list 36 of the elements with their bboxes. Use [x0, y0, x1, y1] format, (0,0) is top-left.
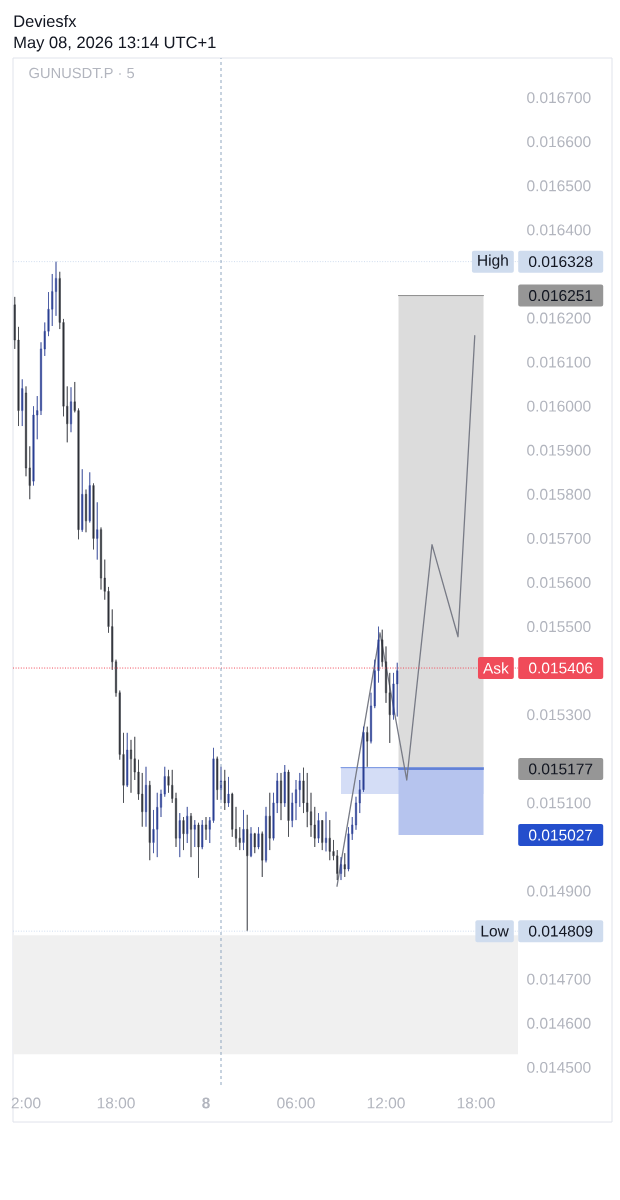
y-tick-label: 0.016700: [527, 92, 591, 104]
y-tick-label: 0.015500: [527, 621, 591, 633]
text: GUNUSDT.P · 5: [29, 67, 135, 79]
x-tick-label: 06:00: [277, 1097, 315, 1109]
y-tick-label: 0.014700: [527, 973, 591, 985]
y-tick-label: 0.015900: [527, 444, 591, 456]
y-tick-label: 0.016000: [527, 400, 591, 412]
x-tick-label: 12:00: [367, 1097, 405, 1109]
y-tick-label: 0.016100: [527, 356, 591, 368]
x-tick-label: 2:00: [11, 1097, 41, 1109]
y-tick-label: 0.015100: [527, 797, 591, 809]
y-tick-label: 0.014900: [527, 885, 591, 897]
y-tick-label: 0.016400: [527, 224, 591, 236]
y-tick-label: 0.016500: [527, 180, 591, 192]
y-tick-label: 0.015600: [527, 577, 591, 589]
annotation: 0.015406: [528, 662, 593, 674]
ref-line-label: Low: [481, 925, 509, 937]
y-tick-label: 0.015800: [527, 488, 591, 500]
text: Deviesfx: [14, 14, 77, 28]
annotation: 0.014809: [528, 925, 593, 937]
x-tick-label: 8: [202, 1097, 210, 1109]
annotation: 0.016251: [528, 290, 593, 302]
y-tick-label: 0.016600: [527, 136, 591, 148]
annotation: 0.016328: [528, 256, 593, 268]
annotation: 0.015177: [528, 763, 593, 775]
ref-line-label: Ask: [483, 662, 509, 674]
y-tick-label: 0.015300: [527, 709, 591, 721]
y-tick-label: 0.014600: [527, 1017, 591, 1029]
text: May 08, 2026 13:14 UTC+1: [14, 36, 216, 52]
y-tick-label: 0.016200: [527, 312, 591, 324]
y-tick-label: 0.014500: [527, 1061, 591, 1073]
annotation: 0.015027: [528, 829, 593, 841]
x-tick-label: 18:00: [457, 1097, 495, 1109]
x-tick-label: 18:00: [97, 1097, 135, 1109]
ref-line-label: High: [478, 254, 508, 269]
y-tick-label: 0.015700: [527, 532, 591, 544]
